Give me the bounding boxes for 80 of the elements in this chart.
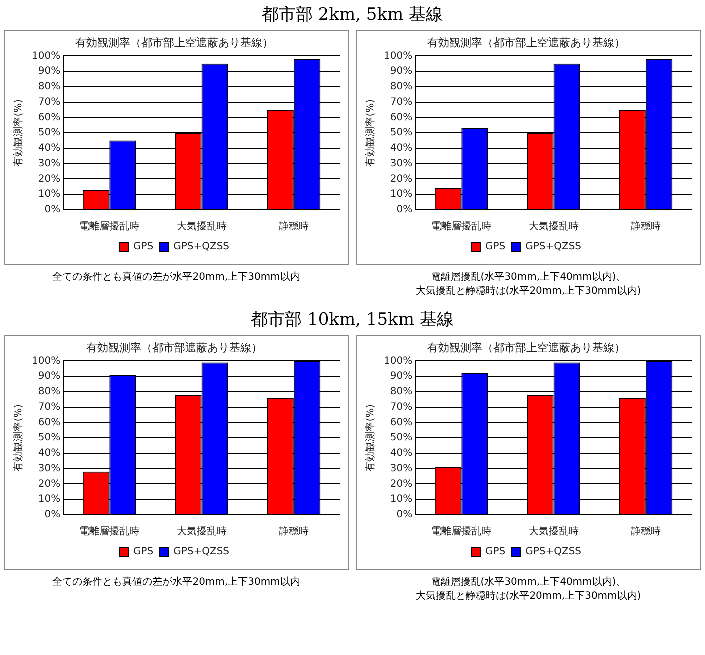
y-tick-label: 10% bbox=[390, 494, 413, 506]
y-tick-label: 90% bbox=[390, 371, 413, 382]
y-tick-label: 20% bbox=[38, 174, 61, 185]
text: 大気擾乱と静穏時は(水平20mm,上下30mm以内) bbox=[414, 590, 642, 604]
y-tick-label: 40% bbox=[38, 448, 61, 460]
y-tick-label: 80% bbox=[390, 386, 413, 398]
legend-label: GPS+QZSS bbox=[174, 546, 230, 558]
chart-title: 有効観測率（都市部上空遮蔽あり基線） bbox=[76, 36, 274, 50]
y-tick-label: 40% bbox=[390, 143, 413, 154]
text: 大気擾乱と静穏時は(水平20mm,上下30mm以内) bbox=[414, 285, 642, 299]
text: 全ての条件とも真値の差が水平20mm,上下30mm以内 bbox=[52, 576, 302, 590]
x-tick-label: 静穏時 bbox=[278, 526, 309, 538]
y-tick-label: 90% bbox=[390, 66, 413, 78]
x-tick-label: 静穏時 bbox=[630, 526, 661, 538]
y-tick-label: 40% bbox=[38, 143, 61, 154]
legend-label: GPS+QZSS bbox=[526, 546, 582, 558]
text: 電離層擾乱(水平30mm,上下40mm以内)、 bbox=[430, 576, 628, 590]
y-tick-label: 50% bbox=[38, 432, 61, 444]
y-tick-label: 60% bbox=[38, 112, 61, 124]
x-tick-label: 電離層擾乱時 bbox=[80, 220, 140, 233]
y-tick-label: 80% bbox=[390, 82, 413, 93]
y-tick-label: 0% bbox=[44, 510, 61, 521]
x-tick-label: 静穏時 bbox=[630, 220, 661, 233]
y-tick-label: 30% bbox=[390, 158, 413, 170]
y-tick-label: 80% bbox=[38, 82, 61, 93]
y-axis-title: 有効観測率(%) bbox=[364, 404, 377, 472]
y-tick-label: 20% bbox=[38, 478, 61, 490]
x-tick-label: 静穏時 bbox=[278, 220, 309, 233]
y-tick-label: 100% bbox=[32, 50, 61, 62]
y-tick-label: 90% bbox=[38, 371, 61, 382]
y-tick-label: 60% bbox=[390, 417, 413, 428]
y-tick-label: 10% bbox=[38, 189, 61, 200]
y-tick-label: 30% bbox=[390, 463, 413, 474]
y-axis-title: 有効観測率(%) bbox=[364, 99, 377, 167]
chart-title: 有効観測率（都市部上空遮蔽あり基線） bbox=[428, 36, 626, 50]
legend-label: GPS bbox=[133, 242, 154, 253]
y-tick-label: 30% bbox=[38, 463, 61, 474]
legend-label: GPS+QZSS bbox=[174, 242, 230, 253]
y-tick-label: 100% bbox=[384, 356, 413, 367]
y-tick-label: 10% bbox=[390, 189, 413, 200]
y-tick-label: 20% bbox=[390, 478, 413, 490]
y-tick-label: 0% bbox=[396, 204, 413, 216]
x-tick-label: 電離層擾乱時 bbox=[80, 526, 140, 538]
y-tick-label: 70% bbox=[38, 402, 61, 413]
chart-subtitle: 都市部 10km, 15km 基線 bbox=[250, 309, 455, 332]
x-tick-label: 大気擾乱時 bbox=[528, 220, 579, 233]
y-tick-label: 50% bbox=[390, 128, 413, 139]
chart-subtitle: 都市部 2km, 5km 基線 bbox=[260, 4, 444, 27]
text: 全ての条件とも真値の差が水平20mm,上下30mm以内 bbox=[52, 271, 302, 285]
y-tick-label: 0% bbox=[44, 204, 61, 216]
y-axis-title: 有効観測率(%) bbox=[12, 99, 25, 167]
y-tick-label: 50% bbox=[390, 432, 413, 444]
text: 電離層擾乱(水平30mm,上下40mm以内)、 bbox=[430, 271, 628, 285]
y-tick-label: 80% bbox=[38, 386, 61, 398]
y-tick-label: 30% bbox=[38, 158, 61, 170]
y-tick-label: 70% bbox=[38, 96, 61, 108]
y-tick-label: 60% bbox=[390, 112, 413, 124]
y-tick-label: 50% bbox=[38, 128, 61, 139]
y-tick-label: 70% bbox=[390, 96, 413, 108]
y-tick-label: 0% bbox=[396, 510, 413, 521]
x-tick-label: 電離層擾乱時 bbox=[432, 526, 492, 538]
x-tick-label: 大気擾乱時 bbox=[176, 220, 227, 233]
legend-label: GPS bbox=[485, 546, 506, 558]
y-tick-label: 20% bbox=[390, 174, 413, 185]
y-tick-label: 100% bbox=[384, 50, 413, 62]
legend-label: GPS bbox=[133, 546, 154, 558]
y-tick-label: 90% bbox=[38, 66, 61, 78]
x-tick-label: 大気擾乱時 bbox=[176, 526, 227, 538]
x-tick-label: 大気擾乱時 bbox=[528, 526, 579, 538]
x-tick-label: 電離層擾乱時 bbox=[432, 220, 492, 233]
y-tick-label: 100% bbox=[32, 356, 61, 367]
chart-title: 有効観測率（都市部上空遮蔽あり基線） bbox=[428, 341, 626, 354]
y-tick-label: 70% bbox=[390, 402, 413, 413]
y-tick-label: 60% bbox=[38, 417, 61, 428]
y-axis-title: 有効観測率(%) bbox=[12, 404, 25, 472]
y-tick-label: 40% bbox=[390, 448, 413, 460]
chart-title: 有効観測率（都市部遮蔽あり基線） bbox=[86, 341, 262, 354]
legend-label: GPS bbox=[485, 242, 506, 253]
y-tick-label: 10% bbox=[38, 494, 61, 506]
legend-label: GPS+QZSS bbox=[526, 242, 582, 253]
